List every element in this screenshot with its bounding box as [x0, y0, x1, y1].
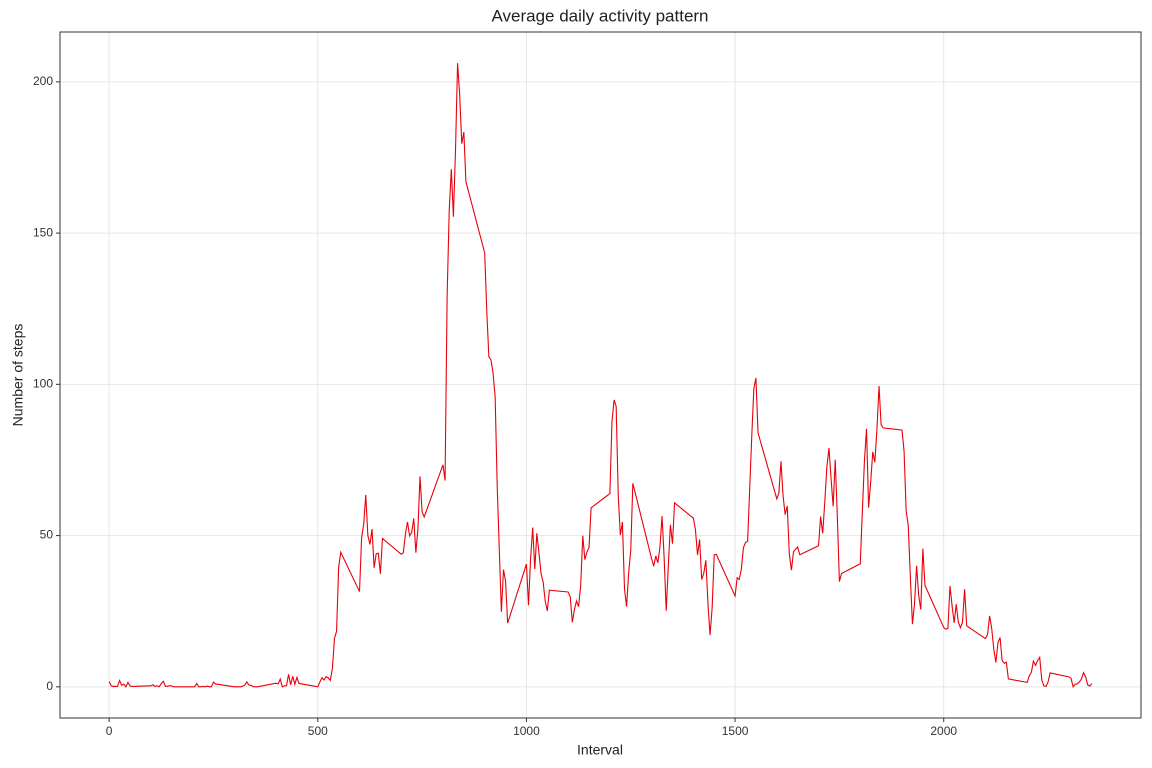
x-tick-label: 1000: [513, 724, 540, 738]
x-tick-label: 2000: [930, 724, 957, 738]
x-tick-label: 1500: [722, 724, 749, 738]
y-tick-label: 50: [40, 528, 54, 542]
x-axis-label: Interval: [577, 742, 623, 758]
y-axis-label: Number of steps: [10, 324, 26, 427]
panel-border: [59, 31, 1142, 719]
y-tick-label: 150: [33, 225, 53, 239]
y-tick-label: 0: [46, 679, 53, 693]
series-line: [108, 63, 1093, 689]
chart-title: Average daily activity pattern: [491, 6, 708, 25]
x-tick-label: 0: [106, 724, 113, 738]
plot-area: [108, 63, 1093, 689]
y-tick-label: 100: [33, 377, 53, 391]
x-tick-label: 500: [308, 724, 328, 738]
y-tick-label: 200: [33, 74, 53, 88]
grid: [60, 32, 1141, 718]
